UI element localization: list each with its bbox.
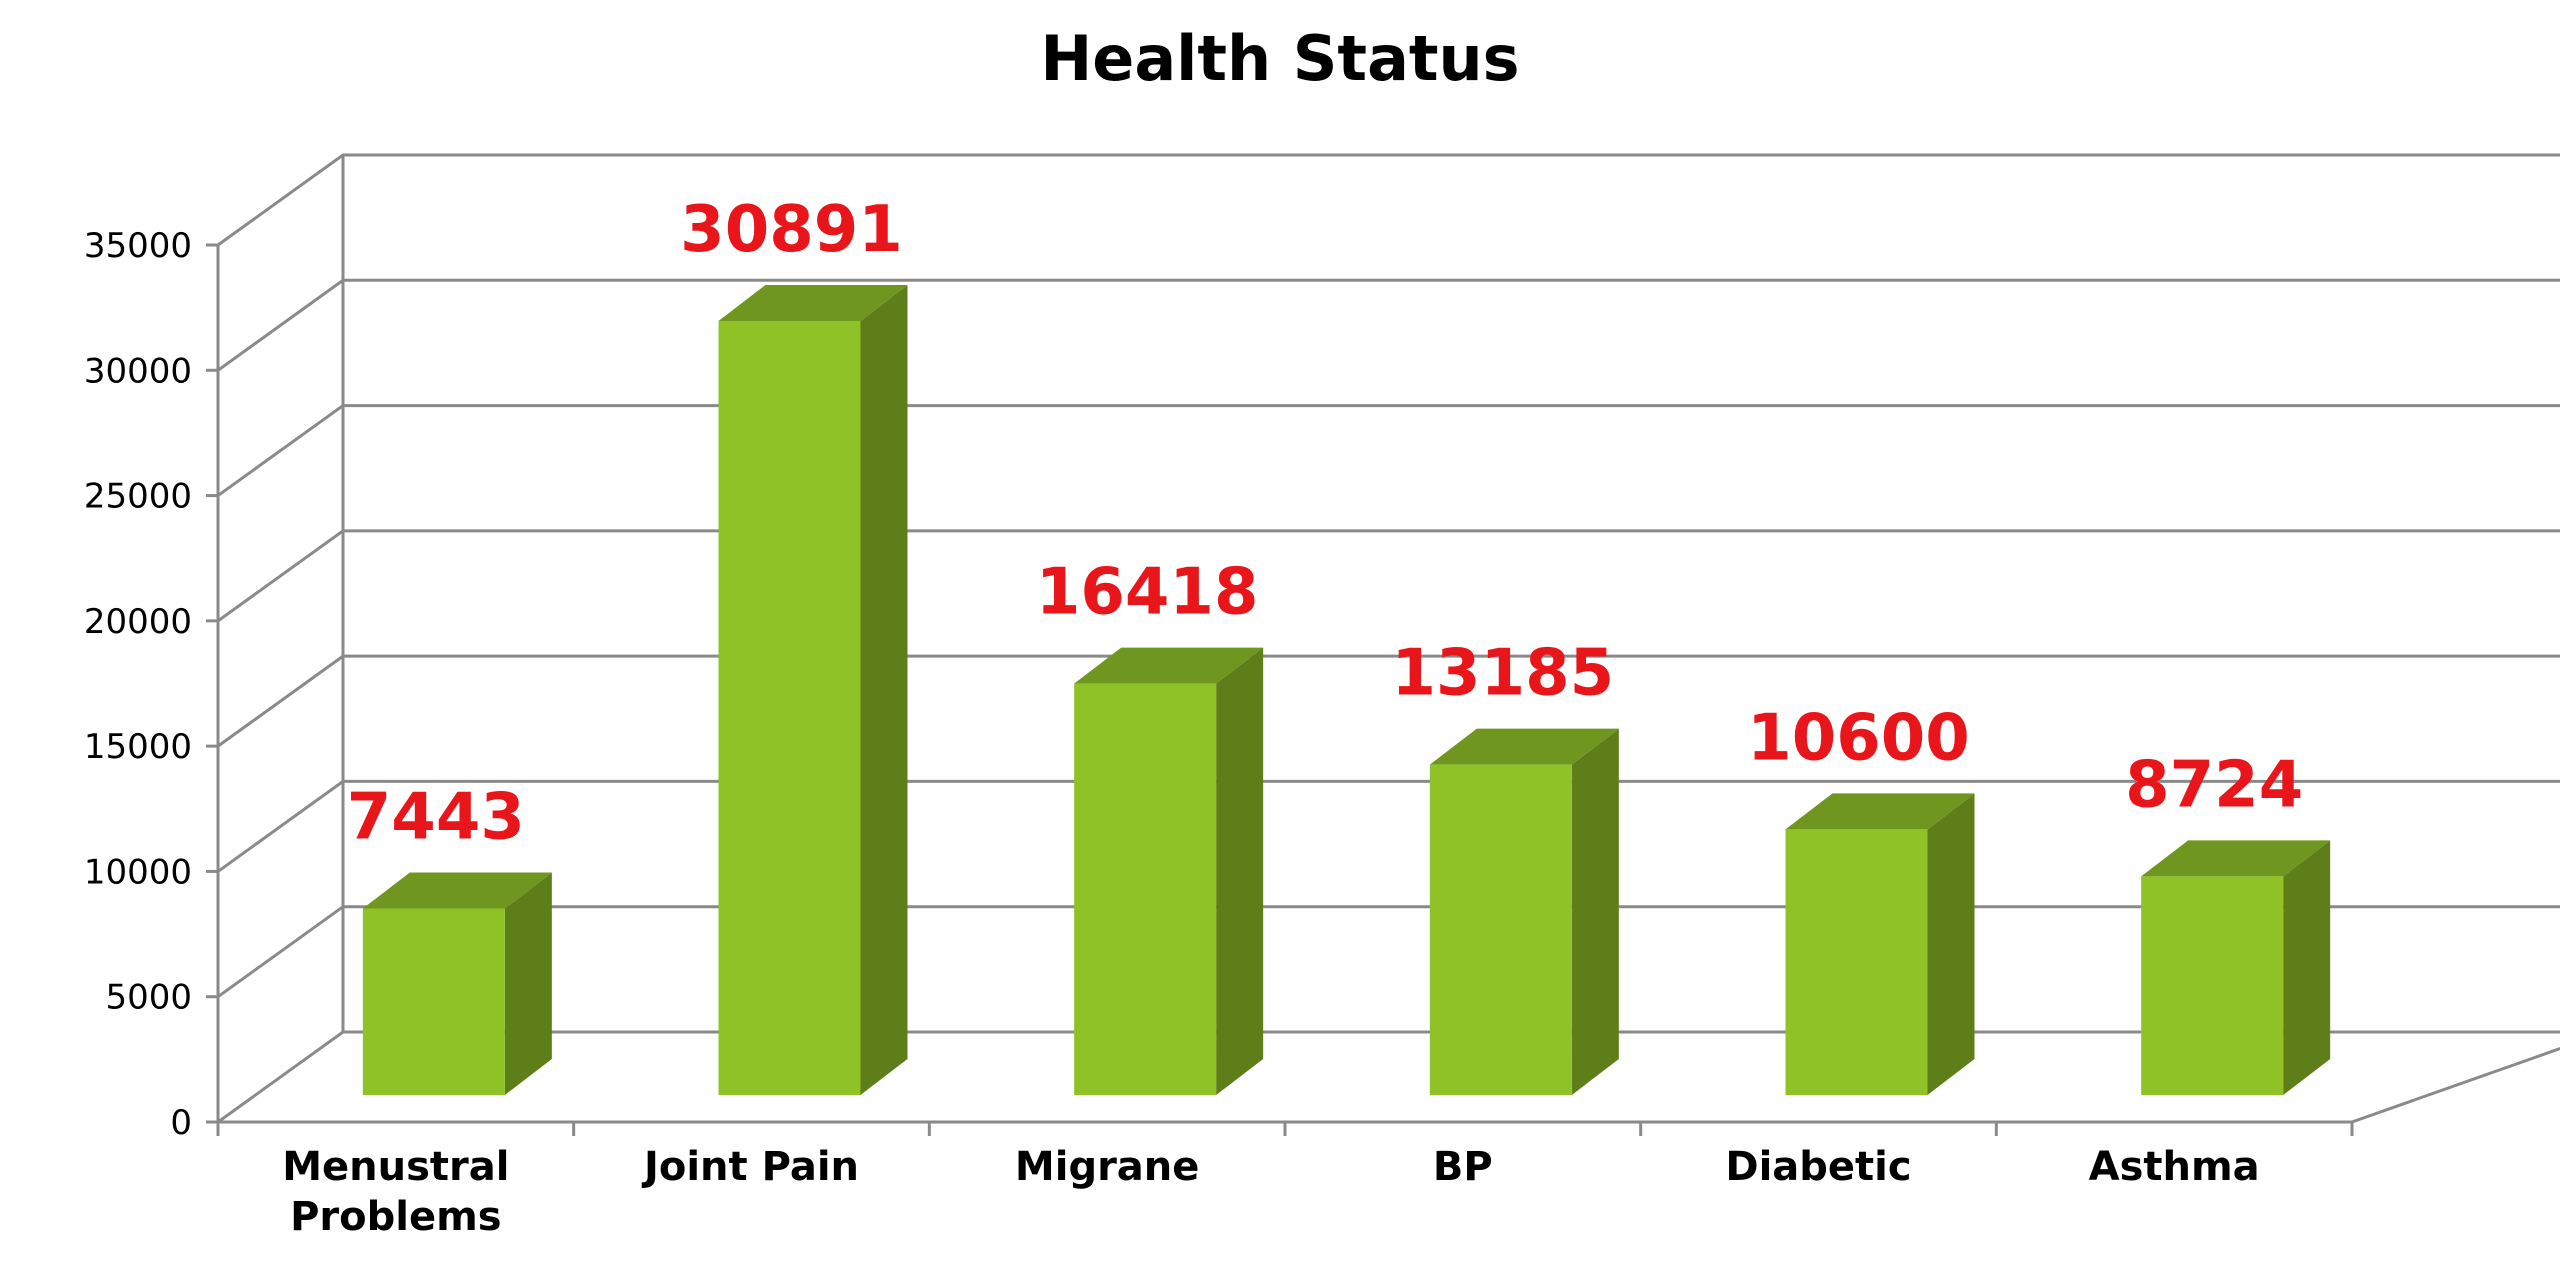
y-tick-label: 10000: [84, 852, 192, 892]
gridline: [217, 278, 2560, 372]
data-label: 8724: [2125, 748, 2303, 822]
bar-front: [2141, 876, 2284, 1095]
bars: [362, 284, 2331, 1095]
y-tick-label: 5000: [105, 978, 192, 1018]
bar-top: [2141, 840, 2331, 877]
category-label: Menustral Problems: [282, 1144, 509, 1240]
category-label: Diabetic: [1725, 1144, 1911, 1190]
bar-bp: [1429, 728, 1619, 1095]
bar-top: [1429, 728, 1619, 765]
category-label-line: Problems: [290, 1194, 501, 1240]
axes: [206, 243, 2354, 1136]
bar-front: [1074, 683, 1217, 1095]
category-label-line: Migrane: [1015, 1144, 1199, 1190]
bar-top: [1785, 793, 1975, 830]
y-tick-label: 20000: [84, 602, 192, 642]
bar-front: [718, 320, 861, 1095]
data-label: 13185: [1392, 637, 1615, 711]
data-label: 10600: [1747, 701, 1970, 775]
bar-side: [504, 872, 552, 1095]
labels: 0 5000 10000 15000 20000 25000 30000 35000 7443 M…: [84, 193, 2303, 1240]
bar-top: [718, 284, 908, 321]
bar-front: [362, 908, 505, 1095]
bar-front: [1429, 764, 1572, 1095]
category-label: BP: [1433, 1144, 1493, 1190]
bar-side: [1216, 647, 1264, 1095]
data-label: 7443: [347, 780, 525, 854]
category-label: Migrane: [1015, 1144, 1199, 1190]
category-label-line: Diabetic: [1725, 1144, 1911, 1190]
gridline: [217, 654, 2560, 748]
y-tick-label: 15000: [84, 727, 192, 767]
chart-title: Health Status: [1040, 22, 1520, 95]
data-label: 30891: [680, 193, 903, 267]
y-tick-label: 35000: [84, 226, 192, 266]
bar-migrane: [1074, 647, 1264, 1095]
bar-menustral-problems: [362, 872, 552, 1095]
category-label-line: Joint Pain: [641, 1144, 859, 1190]
bar-top: [1074, 647, 1264, 684]
category-label-line: Asthma: [2089, 1144, 2260, 1190]
category-label-line: BP: [1433, 1144, 1493, 1190]
y-tick-label: 0: [170, 1103, 192, 1143]
gridline: [217, 404, 2560, 497]
bar-side: [1571, 728, 1619, 1095]
bar-front: [1785, 829, 1928, 1095]
bar-top: [362, 872, 552, 909]
y-tick-label: 25000: [84, 477, 192, 517]
y-tick-label: 30000: [84, 351, 192, 391]
bar-joint-pain: [718, 284, 908, 1095]
category-label: Joint Pain: [641, 1144, 859, 1190]
bar-side: [2283, 840, 2331, 1095]
gridline: [217, 529, 2560, 623]
bar-diabetic: [1785, 793, 1975, 1095]
gridlines: [217, 153, 2560, 1124]
data-label: 16418: [1036, 556, 1259, 630]
bar-side: [860, 284, 908, 1095]
bar-side: [1927, 793, 1975, 1095]
category-label: Asthma: [2089, 1144, 2260, 1190]
bar-asthma: [2141, 840, 2331, 1095]
category-label-line: Menustral: [282, 1144, 509, 1190]
gridline: [217, 153, 2560, 247]
